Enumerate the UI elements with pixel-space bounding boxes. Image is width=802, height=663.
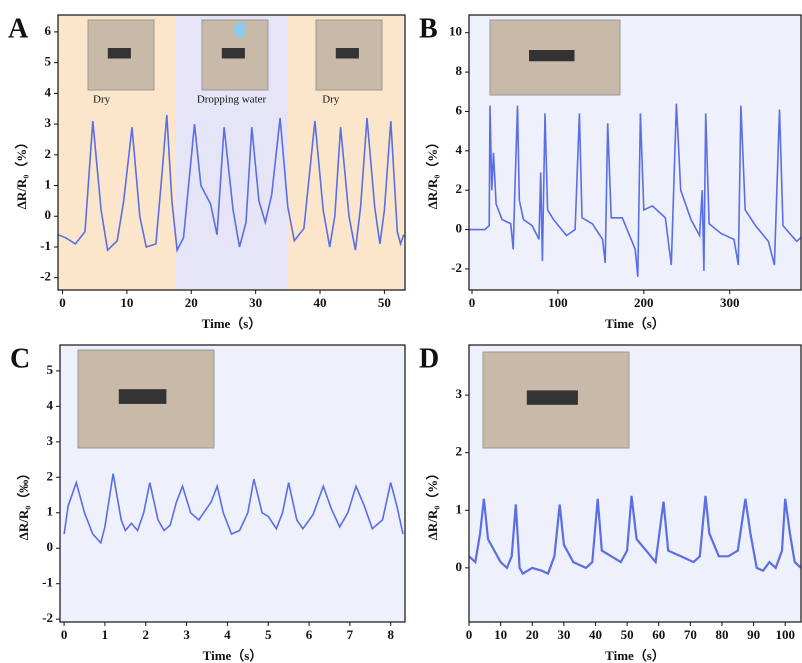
data-line	[63, 473, 404, 545]
region-label: Dry	[93, 94, 111, 106]
x-tick-label: 40	[589, 627, 602, 642]
plot-frame	[468, 14, 802, 291]
x-tick-label: 10	[494, 627, 507, 642]
y-tick-label: 0	[47, 539, 54, 554]
data-line	[469, 103, 801, 277]
y-tick-label: 0	[456, 559, 463, 574]
x-tick-label: 0	[469, 295, 476, 310]
region-label: Dropping water	[197, 94, 267, 106]
x-tick-label: 50	[378, 295, 391, 310]
x-tick-label: 7	[347, 627, 354, 642]
x-tick-label: 4	[224, 627, 231, 642]
y-tick-label: 2	[45, 146, 52, 161]
x-tick-label: 300	[720, 295, 740, 310]
photo-detail	[526, 390, 578, 405]
y-tick-label: -2	[42, 610, 53, 625]
y-tick-label: 8	[456, 63, 463, 78]
y-axis-label: ΔR/R₀（%）	[425, 136, 440, 209]
y-tick-label: 1	[456, 501, 463, 516]
x-tick-label: 20	[526, 627, 539, 642]
plot-frame	[57, 14, 406, 291]
data-line	[58, 114, 405, 253]
photo-detail	[118, 389, 167, 404]
y-axis-label: ΔR/R₀（‰）	[16, 467, 31, 540]
x-tick-label: 60	[652, 627, 665, 642]
x-tick-label: 30	[557, 627, 570, 642]
x-tick-label: 20	[185, 295, 198, 310]
photo	[315, 19, 383, 91]
panel-letter: C	[10, 343, 30, 374]
y-tick-label: 2	[456, 444, 463, 459]
x-tick-label: 8	[387, 627, 394, 642]
y-tick-label: -2	[40, 269, 51, 284]
panel-letter: B	[419, 13, 438, 44]
x-tick-label: 90	[747, 627, 760, 642]
y-tick-label: 5	[45, 54, 52, 69]
y-tick-label: 6	[456, 102, 463, 117]
y-tick-label: 3	[45, 115, 52, 130]
y-tick-label: 0	[45, 207, 52, 222]
region-label: Dry	[322, 94, 340, 106]
y-tick-label: 2	[47, 468, 54, 483]
photo	[77, 349, 215, 449]
photo-detail	[335, 48, 359, 59]
y-axis-label: ΔR/R₀（%）	[14, 136, 29, 209]
y-tick-label: 5	[47, 362, 54, 377]
plot-frame	[468, 344, 802, 623]
y-tick-label: -1	[42, 575, 53, 590]
y-tick-label: 4	[47, 397, 54, 412]
x-tick-label: 6	[306, 627, 313, 642]
y-tick-label: 4	[45, 84, 52, 99]
x-tick-label: 0	[61, 627, 68, 642]
x-tick-label: 100	[548, 295, 568, 310]
photo-detail	[107, 48, 131, 59]
x-tick-label: 80	[715, 627, 728, 642]
x-axis-label: Time（s）	[203, 648, 263, 663]
x-tick-label: 70	[684, 627, 697, 642]
x-axis-label: Time（s）	[605, 316, 665, 331]
x-tick-label: 40	[314, 295, 327, 310]
x-tick-label: 0	[466, 627, 473, 642]
x-axis-label: Time（s）	[605, 648, 665, 663]
y-axis-label: ΔR/R₀（%）	[425, 467, 440, 540]
y-tick-label: 10	[449, 24, 462, 39]
y-tick-label: -1	[40, 238, 51, 253]
x-tick-label: 0	[59, 295, 66, 310]
x-tick-label: 5	[265, 627, 272, 642]
x-tick-label: 100	[775, 627, 795, 642]
x-tick-label: 2	[142, 627, 149, 642]
water-drop	[234, 22, 246, 38]
y-tick-label: -2	[451, 260, 462, 275]
photo-detail	[221, 48, 245, 59]
y-tick-label: 1	[47, 504, 54, 519]
y-tick-label: 1	[45, 177, 52, 192]
photo-detail	[529, 50, 575, 62]
y-tick-label: 3	[47, 433, 54, 448]
y-tick-label: 2	[456, 181, 463, 196]
y-tick-label: 4	[456, 142, 463, 157]
x-tick-label: 10	[120, 295, 133, 310]
x-tick-label: 30	[249, 295, 262, 310]
x-axis-label: Time（s）	[202, 316, 262, 331]
x-tick-label: 3	[183, 627, 190, 642]
y-tick-label: 3	[456, 386, 463, 401]
y-tick-label: 0	[456, 221, 463, 236]
plot-frame	[59, 344, 406, 623]
y-tick-label: 6	[45, 23, 52, 38]
x-tick-label: 50	[621, 627, 634, 642]
x-tick-label: 200	[634, 295, 654, 310]
panel-letter: A	[8, 13, 29, 44]
data-line	[469, 495, 801, 576]
panel-letter: D	[419, 343, 439, 374]
x-tick-label: 1	[102, 627, 109, 642]
